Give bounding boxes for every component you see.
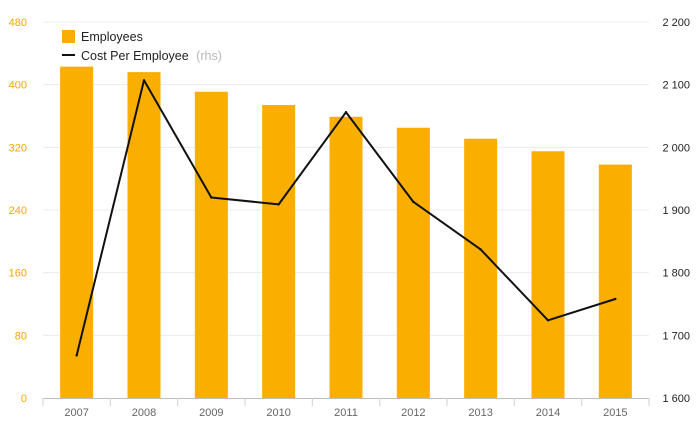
y-axis-left: 0 80 160 240 320 400 480 (9, 17, 27, 405)
bar-employees-2015 (598, 164, 632, 398)
y-tick-left-label: 320 (9, 142, 27, 154)
point-cost-per-employee-2014 (546, 319, 550, 322)
legend: Employees Cost Per Employee (rhs) (62, 30, 222, 63)
y-tick-right-label: 1 600 (662, 393, 690, 405)
point-cost-per-employee-2015 (614, 297, 617, 301)
y-tick-left-label: 160 (9, 268, 27, 280)
legend-label-employees: Employees (81, 30, 143, 44)
x-tick-label: 2007 (64, 407, 88, 419)
y-tick-right-label: 1 800 (662, 268, 690, 280)
point-cost-per-employee-2011 (344, 111, 348, 114)
x-axis: 2007 2008 2009 2010 2011 2012 2013 2014 2015 (42, 398, 650, 419)
y-tick-right-label: 2 200 (662, 17, 690, 29)
point-cost-per-employee-2012 (412, 200, 415, 204)
bar-employees-2008 (127, 72, 161, 398)
bar-employees-2014 (531, 151, 565, 398)
x-tick-label: 2013 (468, 407, 492, 419)
bar-employees-2012 (396, 127, 430, 398)
y-tick-left-label: 80 (15, 330, 27, 342)
point-cost-per-employee-2007 (75, 354, 78, 357)
y-axis-right: 1 600 1 700 1 800 1 900 2 000 2 100 2 200 (662, 17, 690, 405)
point-cost-per-employee-2009 (210, 196, 213, 199)
point-cost-per-employee-2008 (142, 79, 146, 82)
bar-employees-2009 (194, 91, 228, 398)
x-tick-label: 2011 (334, 407, 358, 419)
y-tick-right-label: 2 100 (662, 80, 690, 92)
y-tick-right-label: 1 700 (662, 330, 690, 342)
legend-swatch-employees (62, 30, 75, 43)
point-cost-per-employee-2010 (277, 203, 280, 206)
y-tick-left-label: 0 (21, 393, 27, 405)
bar-employees-2010 (262, 105, 296, 399)
cost-per-employee-line-group (75, 79, 617, 357)
y-tick-right-label: 1 900 (662, 205, 690, 217)
x-tick-label: 2012 (401, 407, 425, 419)
x-tick-label: 2009 (199, 407, 223, 419)
x-tick-label: 2008 (132, 407, 156, 419)
bar-employees-2007 (60, 66, 94, 399)
x-tick-label: 2010 (266, 407, 290, 419)
legend-label-cost-per-employee: Cost Per Employee (rhs) (81, 49, 222, 63)
y-tick-left-label: 400 (9, 80, 27, 92)
bar-employees-2013 (464, 138, 498, 398)
employees-bars (60, 66, 632, 399)
point-cost-per-employee-2013 (479, 248, 482, 251)
y-tick-left-label: 480 (9, 17, 27, 29)
y-tick-left-label: 240 (9, 205, 27, 217)
x-tick-label: 2014 (536, 407, 560, 419)
y-tick-right-label: 2 000 (662, 142, 690, 154)
x-tick-label: 2015 (603, 407, 627, 419)
bar-employees-2011 (329, 116, 363, 399)
